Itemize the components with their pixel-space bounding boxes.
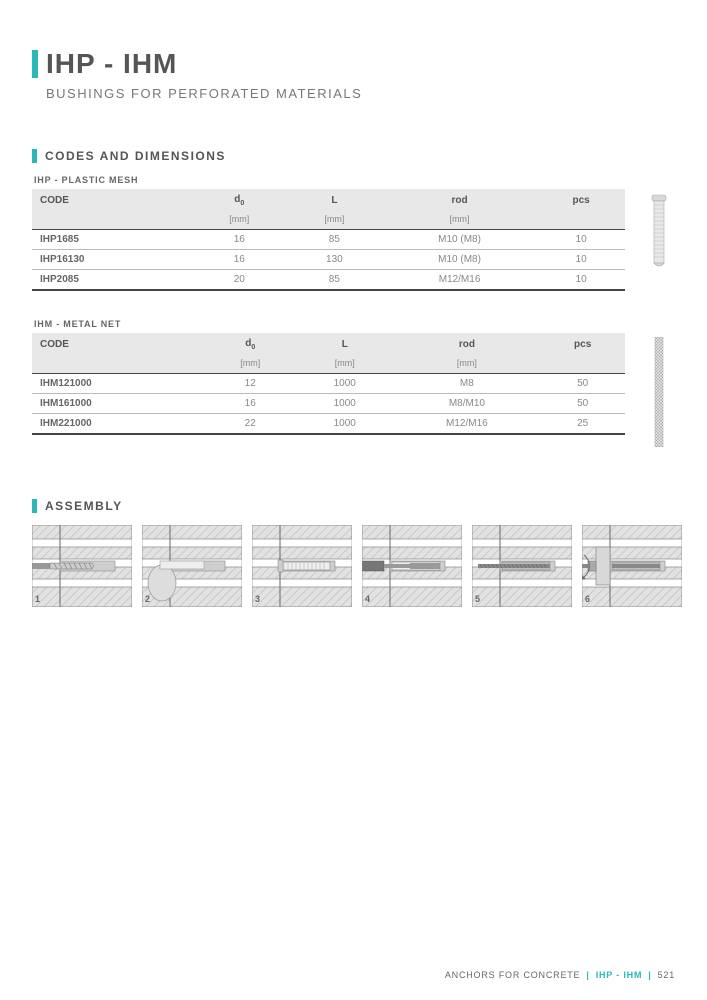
column-header: CODE <box>32 333 204 356</box>
table-cell: 85 <box>287 230 382 250</box>
column-unit <box>537 212 625 230</box>
section-header-assembly: ASSEMBLY <box>32 499 675 513</box>
data-table: CODEd0Lrodpcs[mm][mm][mm]IHP16851685M10 … <box>32 189 625 291</box>
column-unit: [mm] <box>382 212 537 230</box>
column-unit: [mm] <box>192 212 287 230</box>
column-header: d0 <box>192 189 287 212</box>
assembly-step-6: 6 <box>582 525 682 607</box>
step-number: 1 <box>35 594 40 604</box>
step-number: 6 <box>585 594 590 604</box>
column-unit: [mm] <box>296 356 393 374</box>
section-header-codes: CODES AND DIMENSIONS <box>32 149 675 163</box>
column-unit <box>540 356 625 374</box>
page-footer: ANCHORS FOR CONCRETE | IHP - IHM | 521 <box>445 970 675 980</box>
table-cell: 16 <box>192 250 287 270</box>
table-cell: M10 (M8) <box>382 250 537 270</box>
table-cell: 50 <box>540 394 625 414</box>
table-cell: M12/M16 <box>393 414 540 435</box>
table-cell: M8 <box>393 374 540 394</box>
step-number: 4 <box>365 594 370 604</box>
table-row: IHM221000221000M12/M1625 <box>32 414 625 435</box>
step-number: 2 <box>145 594 150 604</box>
table-row: IHP20852085M12/M1610 <box>32 270 625 291</box>
column-header: pcs <box>537 189 625 212</box>
column-header: L <box>287 189 382 212</box>
step-number: 5 <box>475 594 480 604</box>
table-cell: 12 <box>204 374 296 394</box>
table-cell: 10 <box>537 230 625 250</box>
footer-page: 521 <box>658 970 675 980</box>
page-content: IHP - IHM BUSHINGS FOR PERFORATED MATERI… <box>0 0 707 607</box>
page-title: IHP - IHM <box>46 48 177 80</box>
assembly-step-2: 2 <box>142 525 242 607</box>
column-header: CODE <box>32 189 192 212</box>
footer-sep: | <box>648 970 651 980</box>
page-subtitle: BUSHINGS FOR PERFORATED MATERIALS <box>46 86 675 101</box>
table-subtitle: IHP - PLASTIC MESH <box>34 175 625 185</box>
section-accent <box>32 149 37 163</box>
column-unit: [mm] <box>393 356 540 374</box>
footer-sep: | <box>586 970 589 980</box>
section-title-codes: CODES AND DIMENSIONS <box>45 149 226 163</box>
column-header: rod <box>393 333 540 356</box>
table-wrap: IHM - METAL NETCODEd0Lrodpcs[mm][mm][mm]… <box>32 319 625 435</box>
table-cell: 16 <box>192 230 287 250</box>
table-row: IHP1613016130M10 (M8)10 <box>32 250 625 270</box>
table-cell: IHP16130 <box>32 250 192 270</box>
column-header: rod <box>382 189 537 212</box>
table-row: IHM161000161000M8/M1050 <box>32 394 625 414</box>
table-cell: M10 (M8) <box>382 230 537 250</box>
table-cell: M8/M10 <box>393 394 540 414</box>
assembly-step-3: 3 <box>252 525 352 607</box>
column-unit: [mm] <box>204 356 296 374</box>
table-cell: 85 <box>287 270 382 291</box>
table-subtitle: IHM - METAL NET <box>34 319 625 329</box>
metal-net-image <box>643 319 675 447</box>
data-table: CODEd0Lrodpcs[mm][mm][mm]IHM121000121000… <box>32 333 625 435</box>
table-cell: 10 <box>537 270 625 291</box>
column-unit <box>32 356 204 374</box>
footer-category: ANCHORS FOR CONCRETE <box>445 970 581 980</box>
table-row: IHM121000121000M850 <box>32 374 625 394</box>
table-block: IHM - METAL NETCODEd0Lrodpcs[mm][mm][mm]… <box>32 319 675 447</box>
assembly-row: 1 2 3 4 <box>32 525 675 607</box>
table-cell: IHP2085 <box>32 270 192 291</box>
table-cell: 10 <box>537 250 625 270</box>
footer-product: IHP - IHM <box>596 970 643 980</box>
table-cell: IHM161000 <box>32 394 204 414</box>
table-cell: 25 <box>540 414 625 435</box>
table-cell: M12/M16 <box>382 270 537 291</box>
column-unit <box>32 212 192 230</box>
column-unit: [mm] <box>287 212 382 230</box>
table-cell: 50 <box>540 374 625 394</box>
table-cell: 20 <box>192 270 287 291</box>
table-cell: 130 <box>287 250 382 270</box>
accent-bar <box>32 50 38 78</box>
table-wrap: IHP - PLASTIC MESHCODEd0Lrodpcs[mm][mm][… <box>32 175 625 291</box>
column-header: d0 <box>204 333 296 356</box>
section-title-assembly: ASSEMBLY <box>45 499 123 513</box>
plastic-bushing-image <box>643 175 675 271</box>
column-header: L <box>296 333 393 356</box>
assembly-step-1: 1 <box>32 525 132 607</box>
table-row: IHP16851685M10 (M8)10 <box>32 230 625 250</box>
assembly-step-5: 5 <box>472 525 572 607</box>
table-cell: IHP1685 <box>32 230 192 250</box>
table-cell: 22 <box>204 414 296 435</box>
tables-container: IHP - PLASTIC MESHCODEd0Lrodpcs[mm][mm][… <box>32 175 675 447</box>
assembly-section: ASSEMBLY 1 2 3 <box>32 499 675 607</box>
table-cell: 1000 <box>296 374 393 394</box>
title-row: IHP - IHM <box>32 48 675 80</box>
table-cell: 1000 <box>296 394 393 414</box>
table-cell: IHM121000 <box>32 374 204 394</box>
table-cell: IHM221000 <box>32 414 204 435</box>
table-cell: 1000 <box>296 414 393 435</box>
step-number: 3 <box>255 594 260 604</box>
table-cell: 16 <box>204 394 296 414</box>
assembly-step-4: 4 <box>362 525 462 607</box>
section-accent <box>32 499 37 513</box>
column-header: pcs <box>540 333 625 356</box>
table-block: IHP - PLASTIC MESHCODEd0Lrodpcs[mm][mm][… <box>32 175 675 291</box>
